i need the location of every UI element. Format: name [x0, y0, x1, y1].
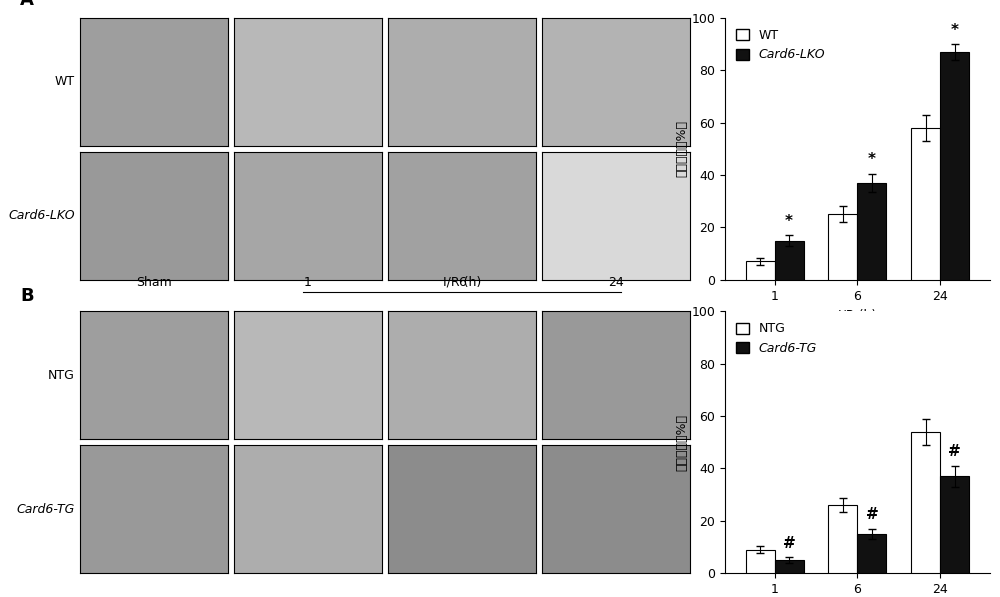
Text: WT: WT — [55, 75, 75, 88]
Bar — [746, 550, 775, 573]
Bar — [911, 432, 940, 573]
Bar — [828, 505, 857, 573]
Bar — [775, 241, 804, 280]
Text: *: * — [868, 152, 876, 167]
Bar — [911, 128, 940, 280]
Text: B: B — [20, 287, 34, 305]
Bar — [857, 183, 886, 280]
Text: Sham: Sham — [136, 276, 172, 288]
Text: 6: 6 — [458, 276, 466, 288]
Legend: NTG, Card6-TG: NTG, Card6-TG — [731, 318, 822, 360]
Bar — [746, 261, 775, 280]
X-axis label: I/R (h): I/R (h) — [838, 308, 877, 321]
Text: #: # — [783, 536, 795, 551]
Bar — [857, 534, 886, 573]
Text: 1: 1 — [304, 276, 312, 288]
Bar — [775, 560, 804, 573]
Bar — [940, 476, 969, 573]
Text: Card6-TG: Card6-TG — [17, 503, 75, 516]
Text: NTG: NTG — [48, 368, 75, 381]
Bar — [940, 52, 969, 280]
Text: A: A — [20, 0, 34, 9]
Text: *: * — [785, 214, 793, 229]
Text: 24: 24 — [608, 276, 624, 288]
Legend: WT, Card6-LKO: WT, Card6-LKO — [731, 24, 830, 66]
Text: #: # — [866, 507, 878, 522]
Bar — [828, 214, 857, 280]
Y-axis label: 坏死面积（%）: 坏死面积（%） — [675, 121, 688, 177]
Text: #: # — [948, 444, 961, 459]
Text: *: * — [951, 23, 959, 38]
Y-axis label: 坏死面积（%）: 坏死面积（%） — [675, 414, 688, 470]
Text: Card6-LKO: Card6-LKO — [8, 210, 75, 223]
Text: I/R (h): I/R (h) — [443, 276, 481, 288]
